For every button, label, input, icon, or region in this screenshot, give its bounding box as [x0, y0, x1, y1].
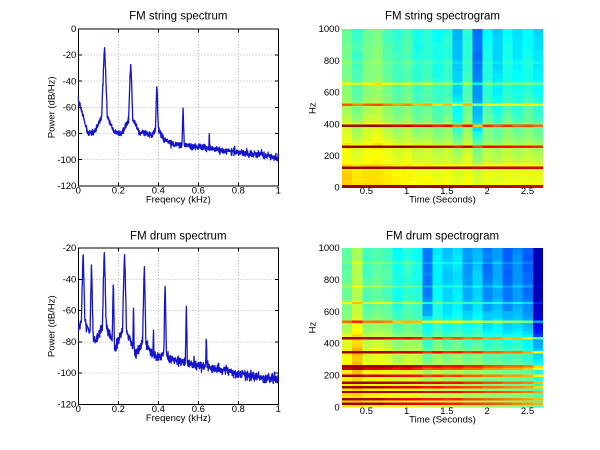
svg-text:800: 800	[324, 56, 340, 67]
svg-text:Time (Seconds): Time (Seconds)	[409, 195, 476, 206]
svg-text:Freqency (kHz): Freqency (kHz)	[146, 413, 211, 424]
svg-text:-60: -60	[63, 103, 77, 114]
svg-text:600: 600	[324, 88, 340, 99]
svg-text:-120: -120	[57, 400, 76, 411]
svg-text:1: 1	[276, 404, 281, 415]
svg-text:-20: -20	[63, 50, 77, 61]
svg-text:1000: 1000	[319, 243, 340, 254]
svg-text:1: 1	[276, 186, 281, 197]
svg-text:0.6: 0.6	[192, 186, 205, 197]
svg-text:1: 1	[404, 406, 409, 417]
svg-text:-120: -120	[57, 181, 76, 192]
svg-text:0.2: 0.2	[112, 404, 125, 415]
svg-text:-80: -80	[63, 129, 77, 140]
svg-text:-40: -40	[63, 76, 77, 87]
svg-text:Time (Seconds): Time (Seconds)	[409, 415, 476, 426]
svg-text:2: 2	[485, 186, 490, 197]
svg-text:0.2: 0.2	[112, 186, 125, 197]
svg-text:0.8: 0.8	[232, 404, 245, 415]
svg-text:0.6: 0.6	[192, 404, 205, 415]
svg-text:600: 600	[324, 307, 340, 318]
svg-text:1: 1	[404, 186, 409, 197]
svg-text:0.8: 0.8	[232, 186, 245, 197]
svg-text:0: 0	[71, 24, 76, 35]
svg-text:400: 400	[324, 339, 340, 350]
svg-text:1.5: 1.5	[440, 406, 453, 417]
svg-text:FM drum spectrogram: FM drum spectrogram	[386, 230, 499, 242]
svg-text:FM string spectrogram: FM string spectrogram	[385, 10, 500, 22]
svg-text:Power (dB/Hz): Power (dB/Hz)	[47, 295, 58, 357]
svg-text:0: 0	[76, 186, 81, 197]
svg-text:1.5: 1.5	[440, 186, 453, 197]
svg-text:FM string spectrum: FM string spectrum	[129, 10, 227, 22]
svg-text:2: 2	[485, 406, 490, 417]
svg-text:Freqency (kHz): Freqency (kHz)	[146, 195, 211, 206]
svg-text:800: 800	[324, 275, 340, 286]
svg-text:200: 200	[324, 151, 340, 162]
svg-text:1000: 1000	[319, 24, 340, 35]
svg-text:0.4: 0.4	[152, 186, 165, 197]
svg-text:-20: -20	[63, 243, 77, 254]
svg-text:Hz: Hz	[308, 102, 319, 114]
svg-text:2.5: 2.5	[521, 186, 534, 197]
svg-text:0: 0	[334, 183, 339, 194]
svg-text:2.5: 2.5	[521, 406, 534, 417]
svg-text:-100: -100	[57, 155, 76, 166]
svg-text:-40: -40	[63, 275, 77, 286]
svg-text:-60: -60	[63, 306, 77, 317]
svg-text:200: 200	[324, 371, 340, 382]
svg-text:0: 0	[334, 403, 339, 414]
svg-text:-100: -100	[57, 368, 76, 379]
svg-text:0.5: 0.5	[360, 186, 373, 197]
svg-text:-80: -80	[63, 337, 77, 348]
svg-text:400: 400	[324, 119, 340, 130]
svg-text:Power (dB/Hz): Power (dB/Hz)	[47, 76, 58, 138]
svg-text:FM drum spectrum: FM drum spectrum	[130, 230, 227, 242]
svg-text:0: 0	[76, 404, 81, 415]
svg-text:0.4: 0.4	[152, 404, 165, 415]
svg-text:Hz: Hz	[308, 321, 319, 333]
svg-text:0.5: 0.5	[360, 406, 373, 417]
